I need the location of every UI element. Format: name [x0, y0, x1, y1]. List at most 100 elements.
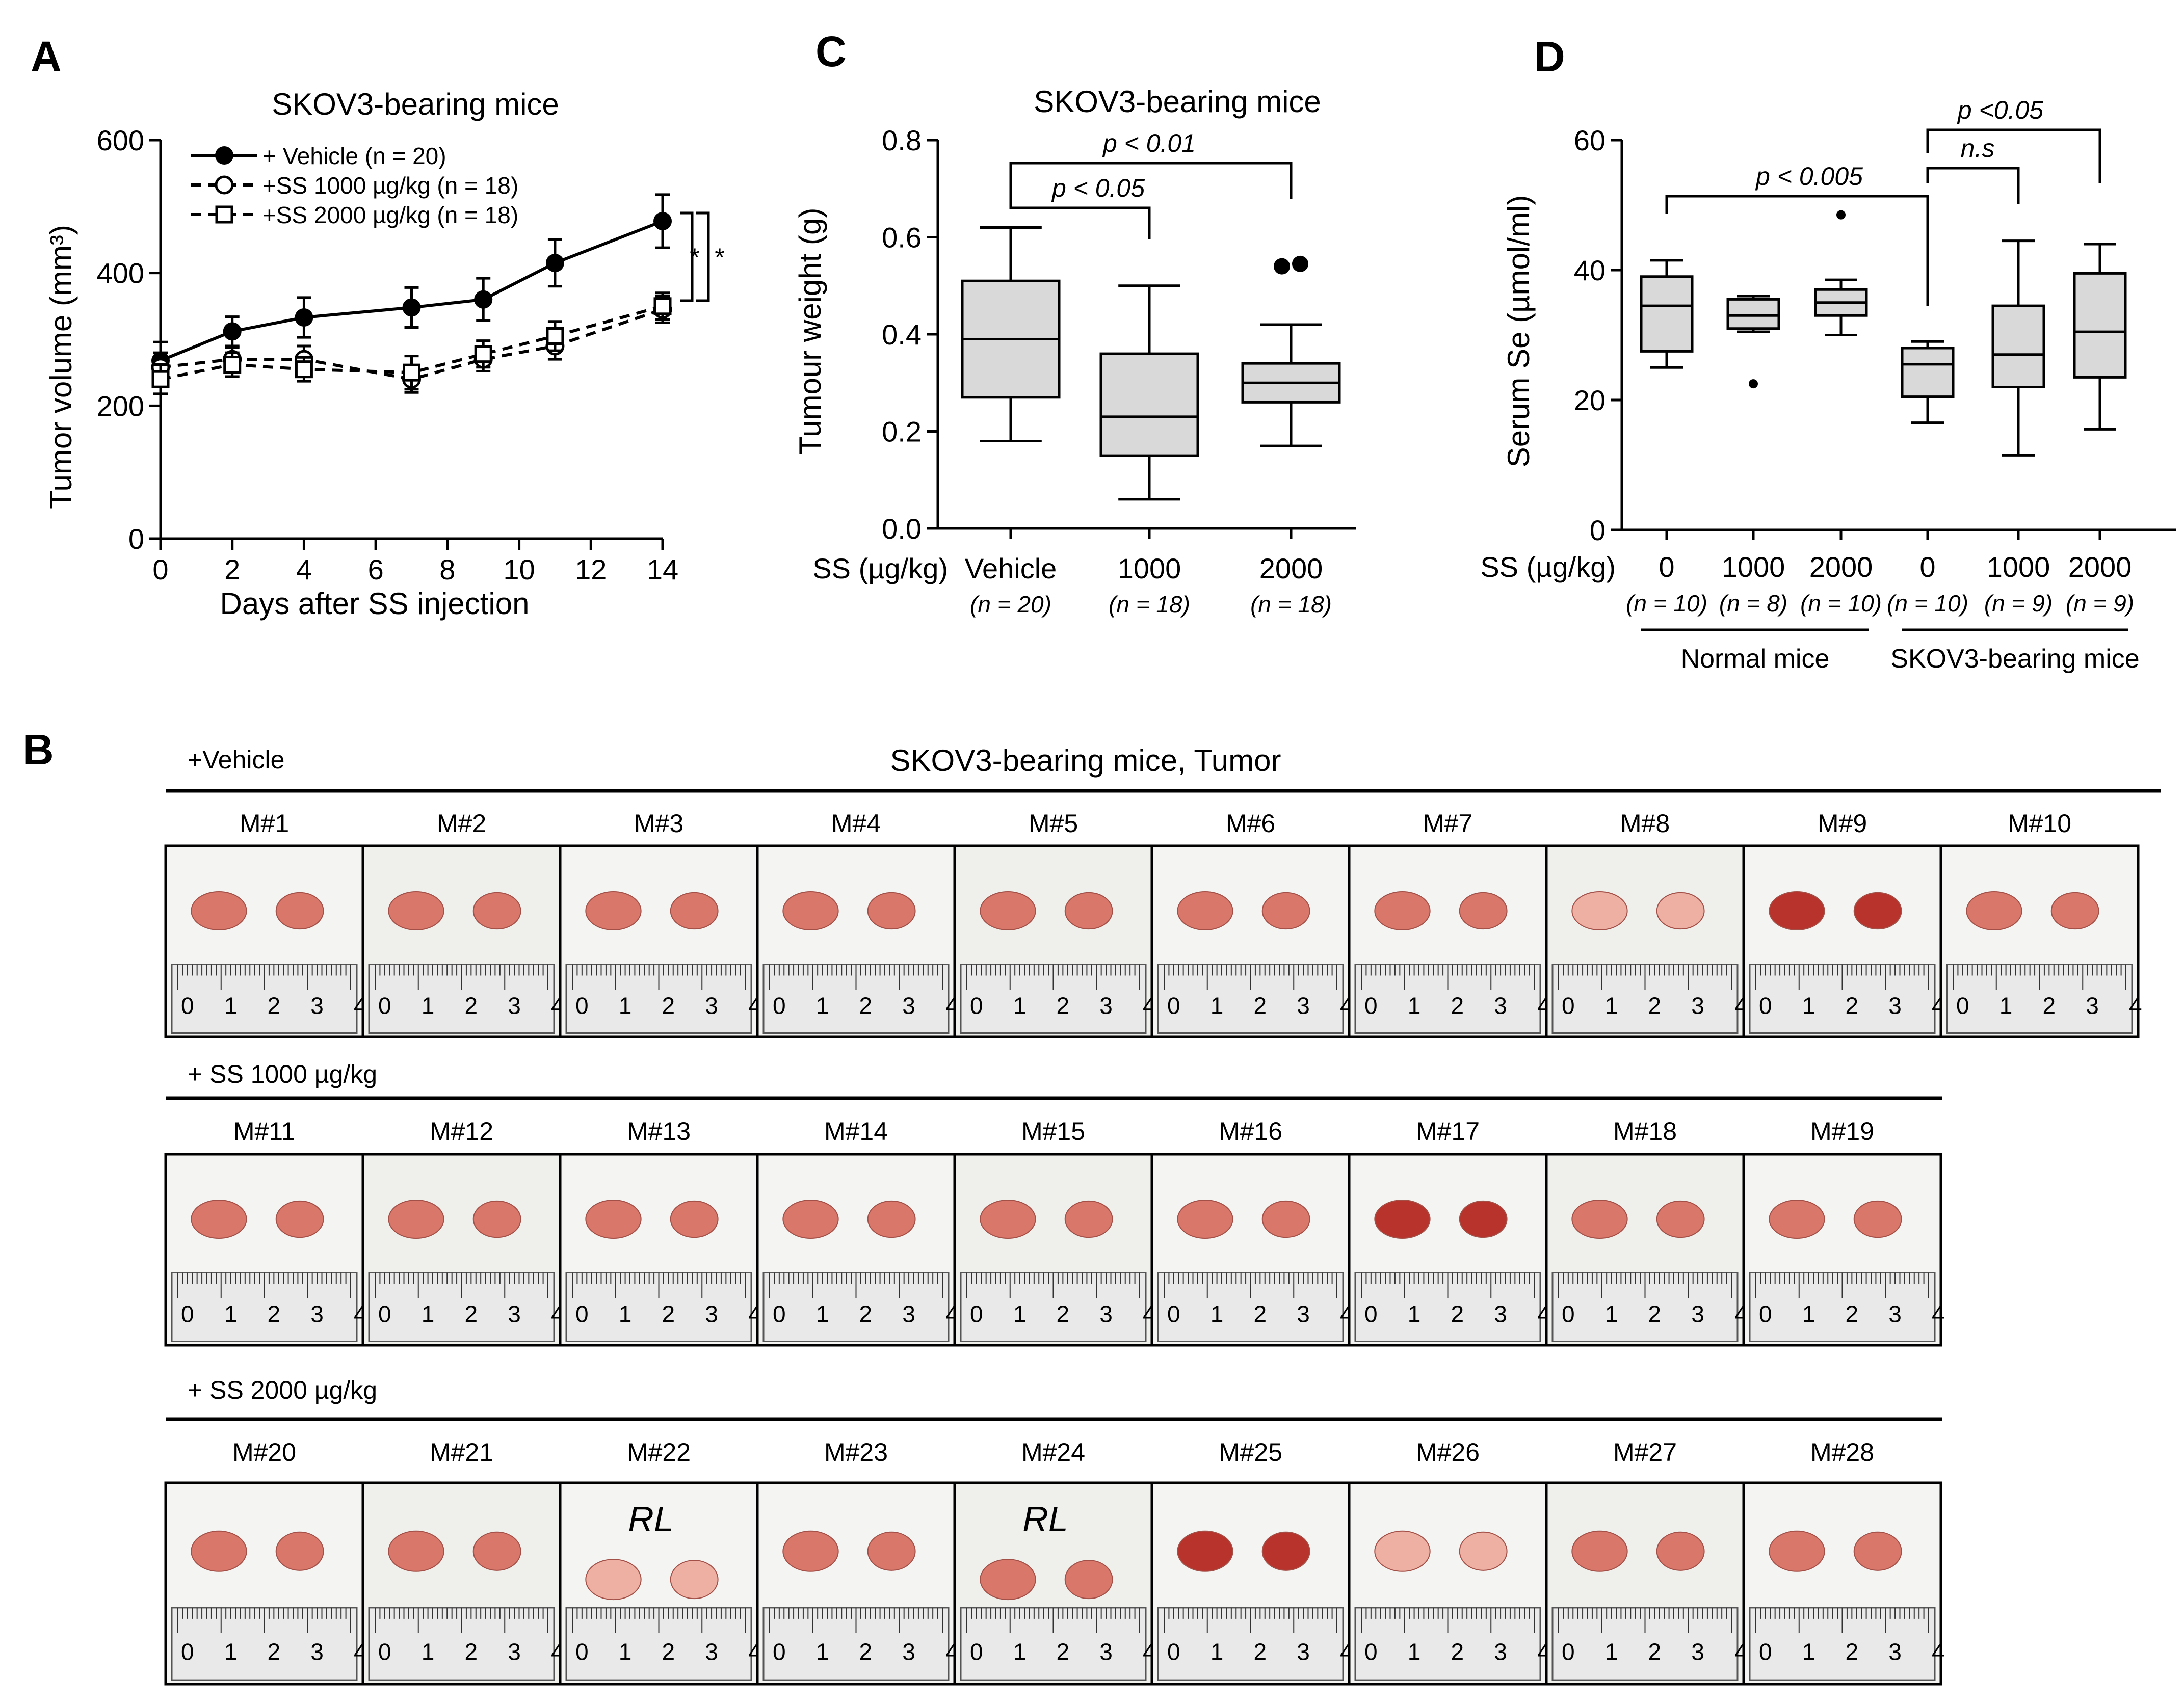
ruler-digit: 2 — [859, 1301, 873, 1327]
panel-c-n-label: (n = 20) — [970, 591, 1051, 618]
ruler-digit: 3 — [1691, 1301, 1704, 1327]
tumor-right — [1064, 1560, 1113, 1600]
ruler-digit: 1 — [224, 1301, 238, 1327]
ruler-digit: 0 — [181, 993, 194, 1019]
ruler-digit: 2 — [1846, 1301, 1859, 1327]
tumor-left — [782, 891, 839, 930]
ruler-digit: 2 — [1451, 1301, 1464, 1327]
ruler-digit: 2 — [1254, 1638, 1267, 1665]
tumor-photo-m13: M#130 1 2 3 4 — [559, 1117, 761, 1347]
tumor-right — [2050, 892, 2099, 930]
ruler-digit: 2 — [1846, 1638, 1859, 1665]
panel-d-box-body — [1640, 275, 1694, 353]
tumor-right — [670, 1560, 719, 1600]
ruler-digit: 3 — [1888, 1301, 1902, 1327]
tumor-photo-m10: M#10 0 1 2 3 4 — [1939, 809, 2142, 1038]
panel-d-n-label: (n = 10) — [1887, 590, 1968, 617]
tumor-photo-m6: M#60 1 2 3 4 — [1150, 809, 1353, 1038]
panel-a-series-1 — [151, 193, 672, 381]
ruler-digit: 2 — [859, 993, 873, 1019]
panel-a-plot — [151, 193, 672, 395]
panel-c-box-body — [1099, 352, 1199, 457]
tumor-left — [585, 1200, 642, 1239]
panel-a-legend-marker — [215, 175, 234, 195]
panel-d-category-label: 0 — [1659, 551, 1674, 583]
tumor-photo-label: M#18 — [1613, 1117, 1677, 1145]
ruler-digit: 1 — [1408, 1638, 1421, 1665]
ruler-digit: 3 — [1494, 993, 1507, 1019]
panel-d-box-6 — [2073, 243, 2127, 431]
ruler-digit: 2 — [465, 1301, 478, 1327]
panel-d-box-plot: D Serum Se (µmol/ml) SS (µg/kg) 02040600… — [1480, 33, 2176, 674]
ruler-digit: 0 — [970, 1301, 983, 1327]
tumor-left — [1571, 1530, 1628, 1572]
tumor-photo-m15: M#150 1 2 3 4 — [953, 1117, 1156, 1347]
tumor-photo-m12: M#120 1 2 3 4 — [361, 1117, 564, 1347]
ruler-digit: 0 — [1562, 1301, 1575, 1327]
ruler-digit: 1 — [1605, 1638, 1618, 1665]
panel-letter-a: A — [31, 33, 62, 81]
panel-c-xaxis-prefix: SS (µg/kg) — [812, 552, 948, 584]
panel-a-xtick-label: 10 — [503, 553, 535, 585]
ruler-digit: 1 — [422, 993, 435, 1019]
ruler-digit: 1 — [422, 1638, 435, 1665]
tumor-photo-label: M#1 — [240, 809, 289, 838]
panel-a-legend: + Vehicle (n = 20) +SS 1000 µg/kg (n = 18… — [191, 143, 518, 228]
panel-a-point — [223, 356, 242, 374]
panel-a-point — [403, 363, 420, 382]
panel-c-comparison-2: p < 0.01 — [1009, 129, 1293, 199]
tumor-photo-label: M#23 — [824, 1438, 888, 1467]
ruler-digit: 1 — [619, 1301, 632, 1327]
ruler-digit: 3 — [1099, 1638, 1113, 1665]
panel-d-outlier — [1749, 379, 1758, 389]
ruler-digit: 2 — [268, 1301, 281, 1327]
tumor-right — [275, 1200, 324, 1238]
tumor-photo-label: M#19 — [1810, 1117, 1874, 1145]
tumor-photo-m9: M#90 1 2 3 4 — [1742, 809, 1945, 1038]
panel-a-point — [545, 254, 564, 273]
panel-d-ytick-label: 20 — [1574, 384, 1606, 416]
panel-a-legend-label: +SS 2000 µg/kg (n = 18) — [262, 202, 518, 228]
ruler-digit: 3 — [310, 1301, 324, 1327]
ruler — [171, 1272, 358, 1342]
tumor-photo-label: M#7 — [1423, 809, 1472, 838]
tumor-right — [867, 1200, 916, 1238]
panel-a-ytick-label: 200 — [97, 390, 144, 422]
tumor-left — [1374, 891, 1431, 930]
ruler-digit: 3 — [1297, 993, 1310, 1019]
ruler-digit: 1 — [1013, 993, 1027, 1019]
tumor-right — [1853, 1200, 1902, 1238]
panel-d-box-body — [1991, 304, 2045, 388]
panel-c-comparison-bracket — [1009, 162, 1293, 199]
panel-d-comparison-1: p < 0.005 — [1665, 162, 1929, 306]
ruler-digit: 4 — [1932, 1638, 1945, 1665]
panel-d-box-2 — [1726, 295, 1780, 389]
tumor-photo-m4: M#40 1 2 3 4 — [756, 809, 959, 1038]
panel-d-box-body — [1901, 347, 1955, 398]
panel-b-row-label: + SS 1000 µg/kg — [188, 1060, 377, 1088]
ruler-digit: 3 — [1888, 993, 1902, 1019]
ruler-digit: 0 — [1364, 993, 1378, 1019]
ruler-digit: 2 — [1254, 993, 1267, 1019]
panel-d-comparison-label: p <0.05 — [1957, 96, 2043, 124]
tumor-left — [388, 891, 444, 930]
ruler-digit: 1 — [816, 1638, 829, 1665]
ruler-digit: 2 — [465, 1638, 478, 1665]
ruler-digit: 1 — [1802, 1301, 1815, 1327]
ruler-digit: 2 — [1057, 1301, 1070, 1327]
tumor-photo-m26: M#260 1 2 3 4 — [1348, 1438, 1550, 1686]
panel-d-comparison-label: n.s — [1961, 134, 1995, 163]
ruler-digit: 3 — [705, 1301, 718, 1327]
ruler-digit: 0 — [773, 1301, 786, 1327]
ruler-digit: 2 — [465, 993, 478, 1019]
panel-a-legend-label: +SS 1000 µg/kg (n = 18) — [262, 172, 518, 199]
panel-d-category-label: 2000 — [2068, 551, 2132, 583]
tumor-photo-m20: M#200 1 2 3 4 — [164, 1438, 367, 1686]
panel-b-title: SKOV3-bearing mice, Tumor — [890, 743, 1281, 778]
ruler-digit: 0 — [575, 1301, 589, 1327]
panel-d-ytick-label: 60 — [1574, 124, 1606, 156]
panel-a-ylabel: Tumor volume (mm³) — [44, 225, 78, 509]
panel-a-legend-marker — [215, 205, 233, 224]
